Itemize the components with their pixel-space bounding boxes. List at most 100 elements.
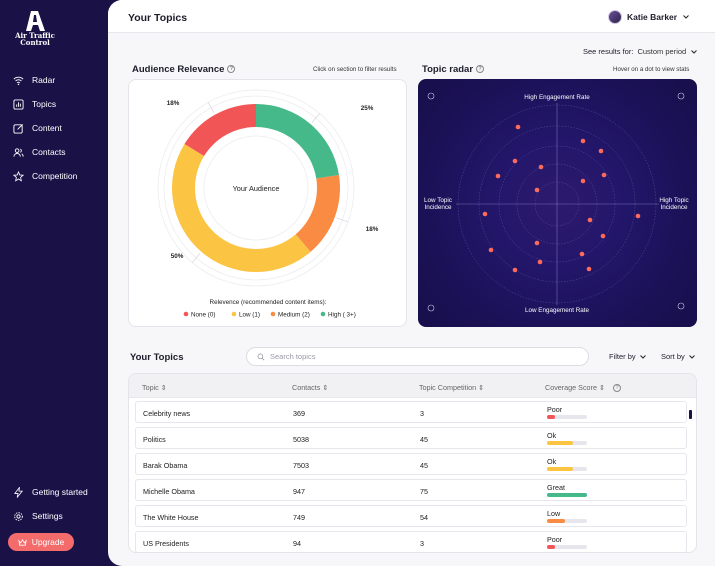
upgrade-button[interactable]: Upgrade [8,533,74,551]
chart-icon [13,98,24,110]
filter-dropdown[interactable]: Filter by [609,352,647,361]
sidebar-item-label: Contacts [32,147,66,157]
legend-swatch [320,311,326,317]
donut-slice[interactable] [172,143,311,272]
topic-radar[interactable]: High Engagement Rate Low Engagement Rate… [418,79,697,327]
cell-topic: The White House [143,513,199,522]
page-title: Your Topics [128,12,188,24]
donut-guide-ring [157,89,355,287]
coverage-bar [547,519,587,523]
radar-dot[interactable] [495,173,501,179]
sidebar-item-topics[interactable]: Topics [0,92,108,116]
radar-dot[interactable] [482,211,488,217]
sidebar-item-label: Getting started [32,487,88,497]
sidebar-item-competition[interactable]: Competition [0,164,108,188]
coverage-bar-fill [547,415,555,419]
table-row[interactable]: Celebrity news 369 3 Poor [135,401,687,423]
search-input[interactable]: Search topics [246,347,589,366]
table-row[interactable]: Politics 5038 45 Ok [135,427,687,449]
radar-dot[interactable] [538,164,544,170]
radar-dot[interactable] [580,178,586,184]
cell-competition: 45 [420,461,428,470]
radar-dot[interactable] [587,217,593,223]
audience-donut-chart[interactable]: 25% 18% 50% 18% Your Audience Relevence (reco… [129,80,408,328]
user-menu[interactable]: Katie Barker [608,10,690,24]
radar-dot[interactable] [512,158,518,164]
period-value: Custom period [637,47,687,56]
donut-slice[interactable] [295,174,340,252]
sidebar-nav: Radar Topics Content Contacts Competitio… [0,68,108,188]
legend-item[interactable]: Low (1) [231,311,260,318]
sidebar-item-settings[interactable]: Settings [0,504,108,528]
help-icon[interactable] [677,302,685,310]
legend-item[interactable]: High ( 3+) [320,311,356,318]
help-icon[interactable] [427,304,435,312]
cell-contacts: 94 [293,539,301,548]
sidebar-item-contacts[interactable]: Contacts [0,140,108,164]
donut-center-label: Your Audience [233,184,280,193]
cell-coverage-score: Poor [547,535,563,544]
radar-dot[interactable] [635,213,641,219]
table-header: Topic ⇕ Contacts ⇕ Topic Competition ⇕ C… [129,374,696,398]
sort-dropdown[interactable]: Sort by [661,352,696,361]
radar-dot[interactable] [512,267,518,273]
column-header-coverage[interactable]: Coverage Score ⇕? [545,383,621,393]
radar-dot[interactable] [579,251,585,257]
topics-title: Your Topics [130,352,184,363]
help-icon[interactable] [427,92,435,100]
radar-dot[interactable] [580,138,586,144]
sort-label: Sort by [661,352,685,361]
table-row[interactable]: The White House 749 54 Low [135,505,687,527]
cell-competition: 45 [420,435,428,444]
radar-bottom-label: Low Engagement Rate [525,307,590,314]
search-icon [257,353,265,360]
radar-right-label: Incidence [661,204,688,211]
cell-contacts: 749 [293,513,305,522]
column-header-topic[interactable]: Topic ⇕ [142,383,167,392]
radar-dot[interactable] [534,187,540,193]
filter-label: Filter by [609,352,636,361]
cell-coverage-score: Ok [547,431,557,440]
sidebar-item-getting-started[interactable]: Getting started [0,480,108,504]
table-row[interactable]: US Presidents 94 3 Poor [135,531,687,552]
brand-logo[interactable]: Air Traffic Control [14,11,56,46]
radar-dot[interactable] [534,240,540,246]
radar-dot[interactable] [488,247,494,253]
audience-title: Audience Relevance? [132,64,236,75]
legend-item[interactable]: Medium (2) [270,311,310,318]
sidebar-item-label: Competition [32,171,78,181]
table-scrollbar[interactable] [689,410,692,419]
sidebar-item-content[interactable]: Content [0,116,108,140]
info-icon[interactable]: ? [612,384,621,393]
sidebar-item-label: Settings [32,511,63,521]
radar-hint: Hover on a dot to view stats [613,66,690,73]
star-icon [13,170,24,182]
slice-leader-line [192,253,201,263]
help-icon[interactable] [677,92,685,100]
coverage-bar [547,493,587,497]
donut-slice[interactable] [184,104,256,157]
legend-item[interactable]: None (0) [183,311,216,318]
coverage-bar-fill [547,493,587,497]
column-header-contacts[interactable]: Contacts ⇕ [292,383,328,392]
radar-dot[interactable] [600,233,606,239]
chevron-down-icon [639,354,646,359]
search-placeholder: Search topics [270,352,316,361]
period-selector[interactable]: See results for: Custom period [583,47,698,56]
table-row[interactable]: Michelle Obama 947 75 Great [135,479,687,501]
radar-dot[interactable] [601,172,607,178]
cell-contacts: 7503 [293,461,309,470]
audience-title-text: Audience Relevance [132,64,225,75]
table-row[interactable]: Barak Obama 7503 45 Ok [135,453,687,475]
radar-dot[interactable] [598,148,604,154]
info-icon[interactable]: ? [476,65,485,74]
main-content: Your Topics Katie Barker See results for… [108,0,715,566]
sidebar-item-radar[interactable]: Radar [0,68,108,92]
donut-slice[interactable] [256,104,339,179]
column-header-competition[interactable]: Topic Competition ⇕ [419,383,484,392]
cell-contacts: 5038 [293,435,309,444]
radar-dot[interactable] [515,124,521,130]
radar-dot[interactable] [586,266,592,272]
info-icon[interactable]: ? [227,65,236,74]
radar-dot[interactable] [537,259,543,265]
